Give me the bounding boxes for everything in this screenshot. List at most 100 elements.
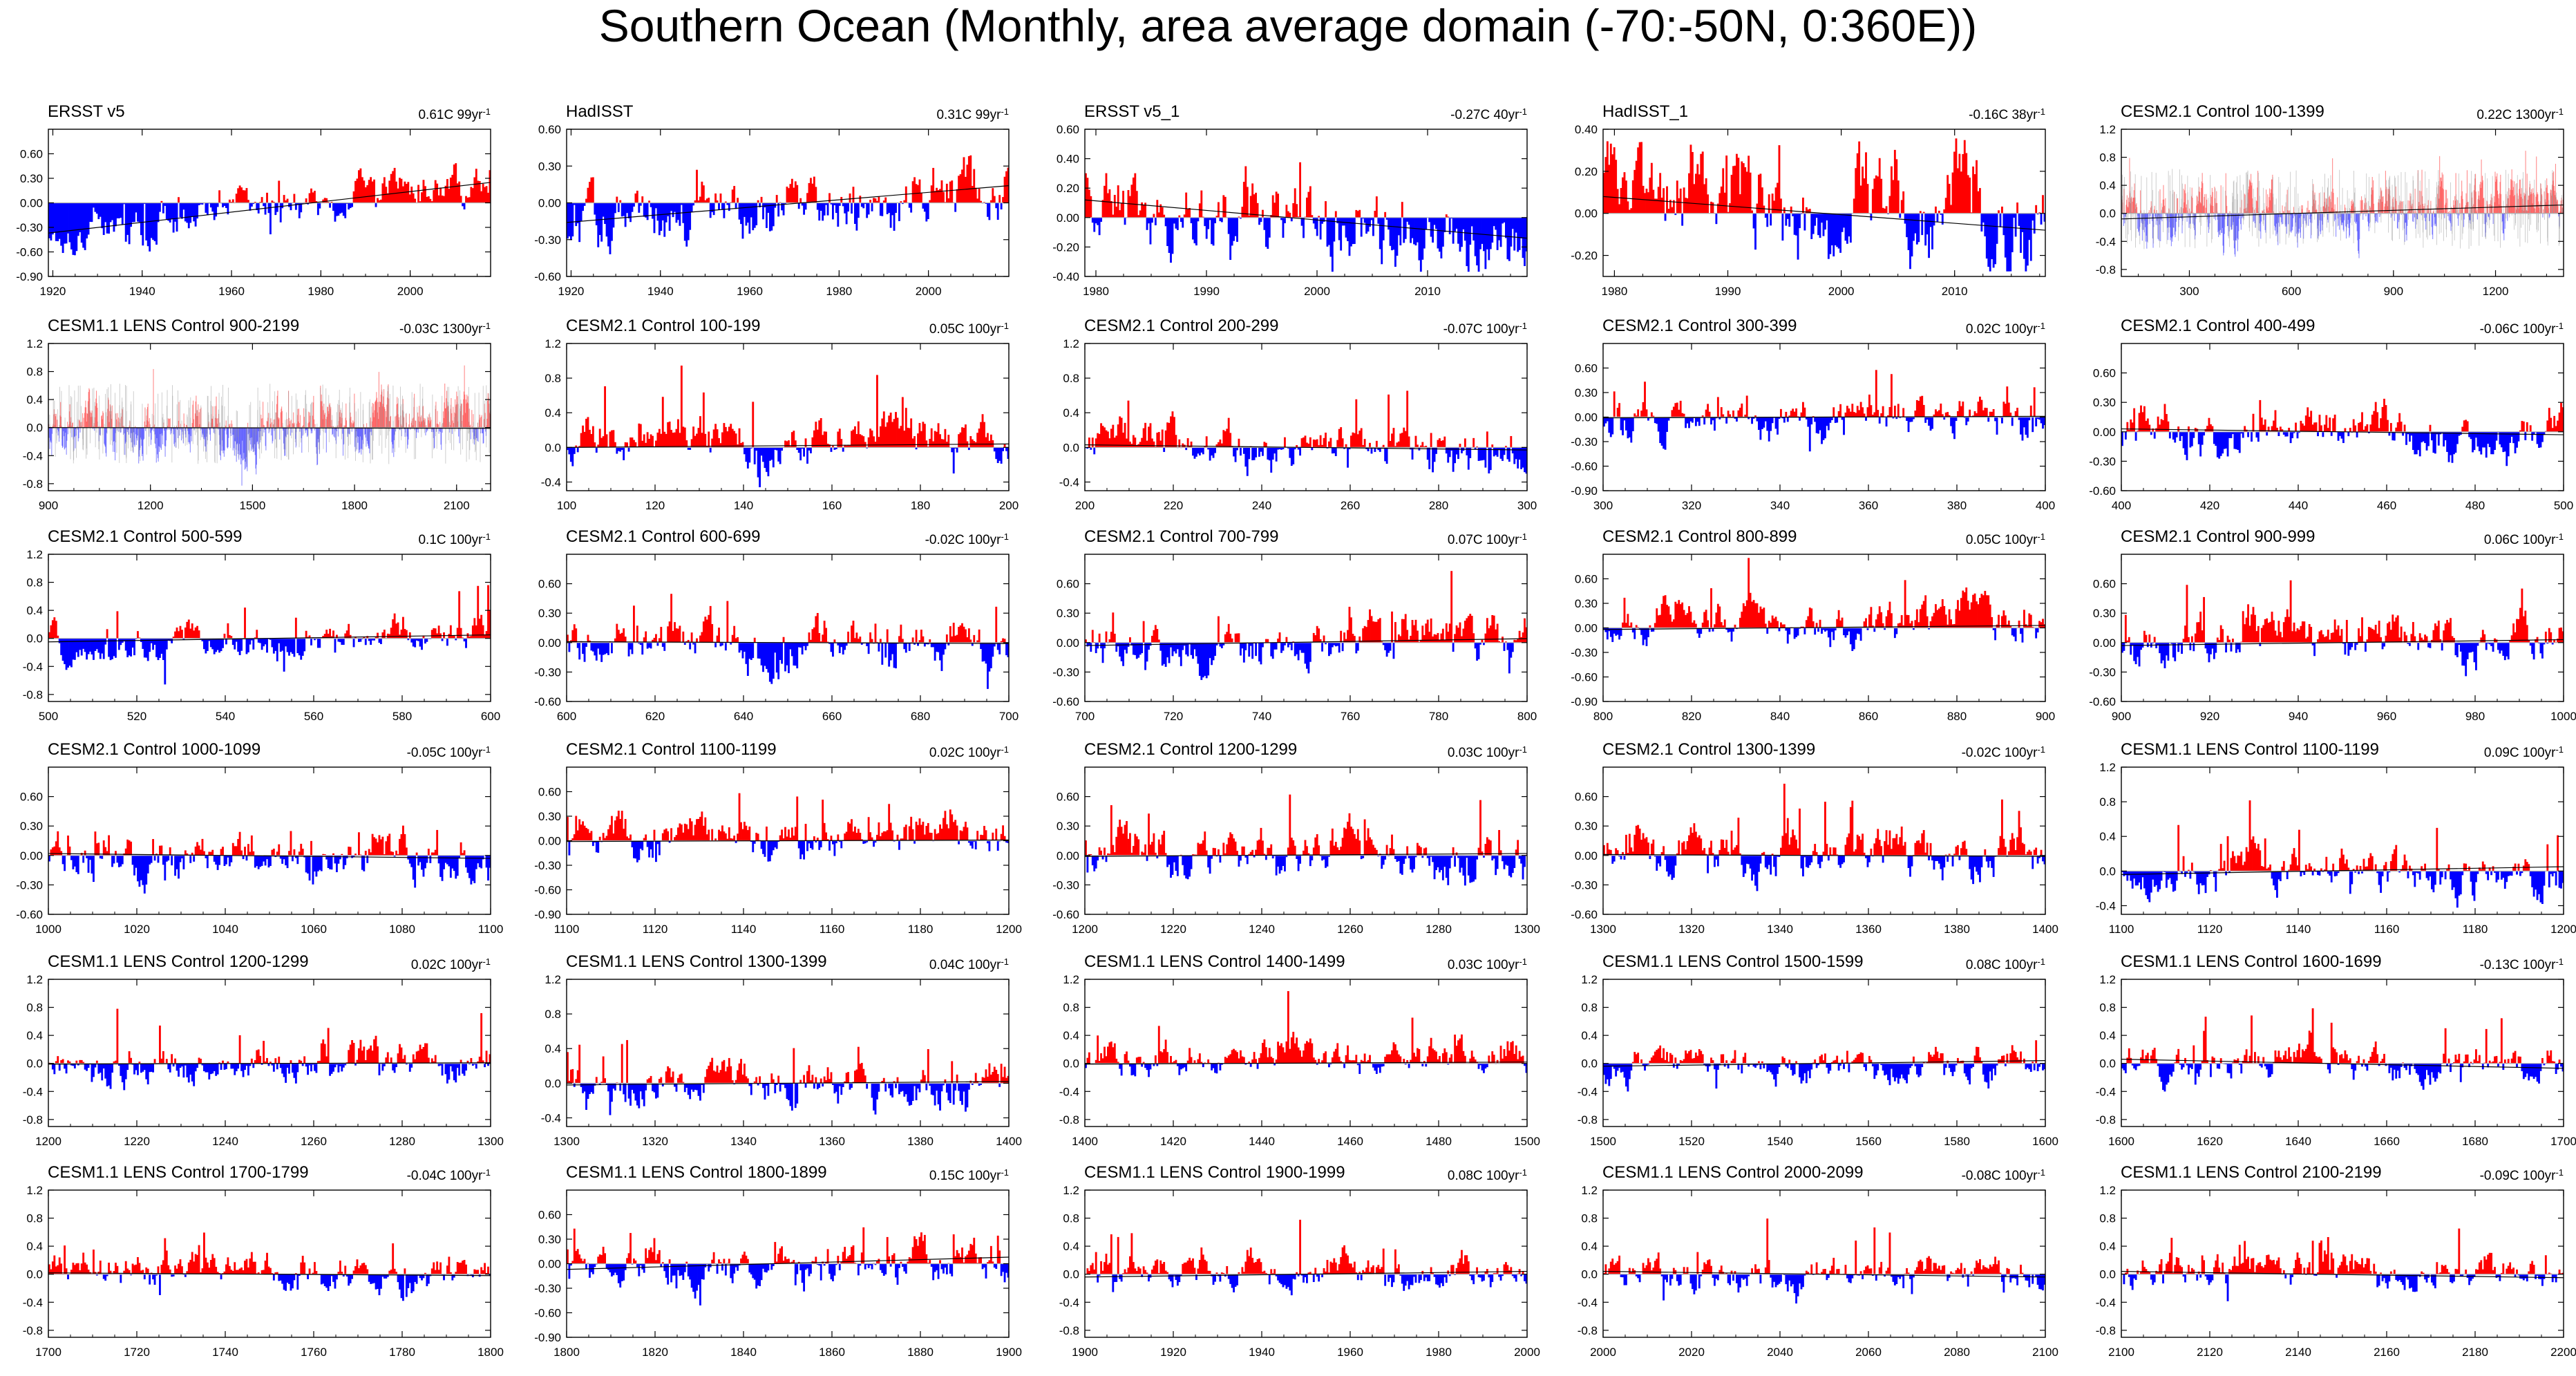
anomaly-bar — [1962, 153, 1964, 214]
anomaly-bar — [1679, 188, 1682, 214]
anomaly-bar — [1786, 213, 1789, 219]
anomaly-bar — [1744, 414, 1747, 417]
y-tick-label: -0.30 — [534, 666, 561, 679]
anomaly-bar — [1652, 628, 1655, 632]
anomaly-bar — [1792, 213, 1794, 216]
panel-title: CESM2.1 Control 100-1399 — [2121, 102, 2324, 121]
anomaly-bar — [2146, 213, 2148, 249]
anomaly-bar — [2002, 402, 2005, 417]
anomaly-bar — [437, 625, 440, 639]
anomaly-bar — [672, 630, 674, 643]
anomaly-bar — [2408, 211, 2409, 214]
anomaly-bar — [1984, 213, 1987, 236]
anomaly-bar — [1161, 207, 1164, 218]
anomaly-bar — [996, 202, 999, 220]
anomaly-bar — [312, 415, 313, 428]
anomaly-bar — [2123, 213, 2124, 226]
anomaly-bar — [2514, 181, 2515, 214]
anomaly-bar — [2327, 213, 2329, 220]
anomaly-bar — [1236, 447, 1238, 451]
anomaly-bar — [826, 641, 829, 643]
anomaly-bar — [1483, 642, 1485, 645]
anomaly-bar — [58, 202, 61, 239]
anomaly-bar — [373, 417, 375, 428]
anomaly-bar — [2260, 213, 2262, 222]
anomaly-bar — [196, 415, 198, 428]
anomaly-bar — [97, 202, 100, 220]
anomaly-bar — [874, 623, 877, 643]
anomaly-bar — [2254, 209, 2255, 214]
anomaly-bar — [2173, 213, 2175, 228]
anomaly-bar — [48, 632, 50, 639]
anomaly-bar — [427, 427, 428, 431]
anomaly-bar — [78, 427, 79, 439]
anomaly-bar — [349, 202, 352, 209]
anomaly-bar — [451, 174, 454, 203]
anomaly-bar — [1277, 447, 1280, 450]
anomaly-bar — [269, 424, 271, 428]
anomaly-bar — [855, 434, 858, 448]
anomaly-bar — [285, 638, 287, 647]
anomaly-bar — [113, 427, 114, 442]
anomaly-bar — [609, 202, 612, 254]
anomaly-bar — [842, 447, 844, 452]
anomaly-bar — [277, 390, 278, 428]
anomaly-bar — [2548, 408, 2550, 432]
anomaly-bar — [799, 198, 802, 203]
anomaly-bar — [426, 638, 428, 642]
anomaly-bar — [896, 417, 899, 448]
x-tick-label: 2000 — [397, 285, 424, 298]
anomaly-bar — [790, 178, 793, 203]
anomaly-bar — [889, 202, 892, 228]
anomaly-bar — [104, 638, 107, 645]
anomaly-bar — [120, 638, 122, 645]
anomaly-bar — [1663, 417, 1665, 449]
anomaly-bar — [738, 428, 741, 448]
anomaly-bar — [341, 202, 343, 213]
anomaly-bar — [448, 189, 451, 203]
anomaly-bar — [378, 638, 381, 643]
anomaly-bar — [1447, 447, 1450, 463]
anomaly-bar — [2434, 431, 2436, 454]
anomaly-bar — [1712, 202, 1714, 214]
anomaly-bar — [768, 447, 771, 461]
anomaly-bar — [760, 447, 763, 456]
anomaly-bar — [808, 447, 811, 451]
anomaly-bar — [191, 202, 193, 217]
anomaly-bar — [2476, 431, 2479, 447]
anomaly-bar — [2293, 207, 2294, 214]
anomaly-bar — [913, 436, 916, 448]
anomaly-bar — [1963, 140, 1966, 214]
anomaly-bar — [1309, 186, 1311, 218]
anomaly-bar — [380, 199, 382, 203]
anomaly-bar — [2558, 213, 2559, 217]
anomaly-bar — [2503, 431, 2506, 452]
anomaly-bar — [1877, 176, 1879, 214]
anomaly-bar — [2339, 431, 2341, 436]
anomaly-bar — [818, 202, 821, 221]
anomaly-bar — [985, 642, 987, 664]
anomaly-bar — [2237, 213, 2239, 240]
anomaly-bar — [1659, 173, 1662, 214]
anomaly-bar — [2344, 428, 2347, 432]
anomaly-bar — [350, 412, 351, 428]
anomaly-bar — [1441, 628, 1444, 643]
anomaly-bar — [840, 642, 843, 648]
anomaly-bar — [1849, 411, 1852, 417]
anomaly-bar — [682, 631, 685, 643]
anomaly-bar — [2371, 187, 2373, 214]
anomaly-bar — [337, 427, 339, 437]
anomaly-bar — [2157, 416, 2159, 432]
anomaly-bar — [174, 202, 177, 222]
anomaly-bar — [1146, 440, 1148, 448]
x-tick-label: 460 — [2377, 499, 2396, 512]
anomaly-bar — [1928, 213, 1931, 258]
figure-title: Southern Ocean (Monthly, area average do… — [598, 0, 1978, 51]
anomaly-bar — [1331, 447, 1334, 454]
anomaly-bar — [1622, 417, 1624, 435]
anomaly-bar — [915, 630, 918, 643]
anomaly-bar — [1256, 202, 1259, 218]
anomaly-bar — [1185, 642, 1188, 655]
anomaly-bar — [1686, 198, 1689, 214]
anomaly-bar — [851, 202, 853, 214]
